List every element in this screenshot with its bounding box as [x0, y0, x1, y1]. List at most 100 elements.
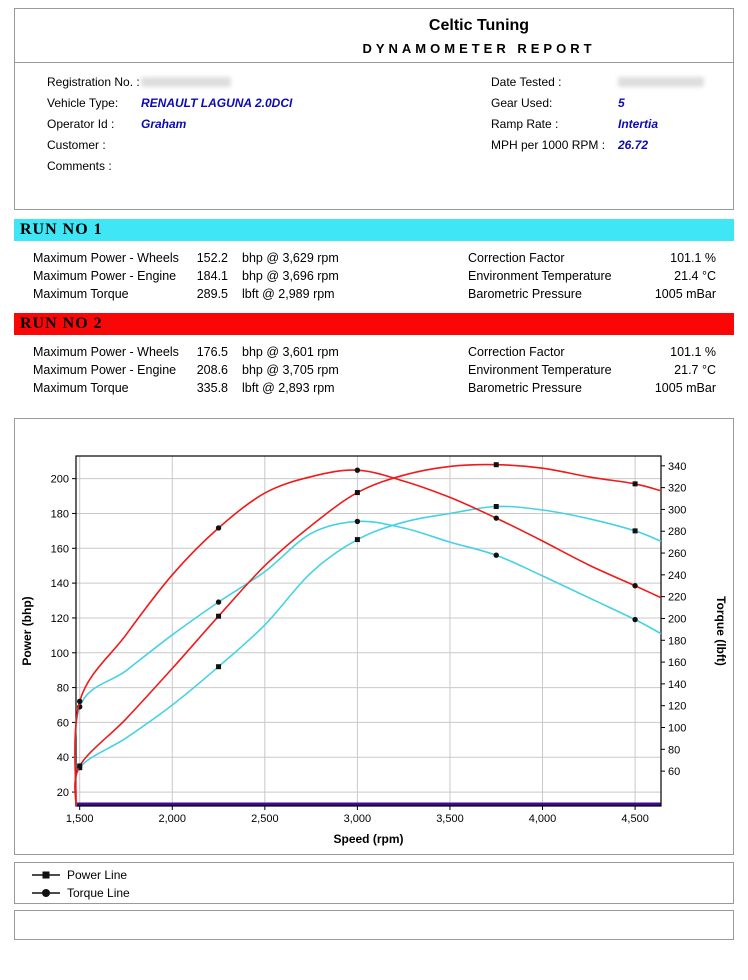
vehicle-type-value: RENAULT LAGUNA 2.0DCI [141, 96, 293, 110]
legend-label-torque: Torque Line [67, 886, 130, 900]
svg-text:Speed (rpm): Speed (rpm) [333, 832, 403, 846]
stat-label: Maximum Power - Engine [33, 363, 177, 377]
redacted-value-blur [141, 77, 231, 87]
torque-line-marker-icon [32, 889, 60, 897]
report-info-box: Celtic Tuning DYNAMOMETER REPORT Registr… [14, 8, 734, 210]
info-row: Registration No. : Date Tested : [15, 74, 733, 90]
stat-row: Maximum Power - Engine 184.1 bhp @ 3,696… [14, 267, 734, 285]
vehicle-type-label: Vehicle Type: [47, 96, 119, 110]
date-tested-label: Date Tested : [491, 75, 562, 89]
svg-text:340: 340 [668, 461, 686, 473]
svg-text:120: 120 [51, 613, 69, 625]
svg-text:40: 40 [57, 752, 69, 764]
svg-text:240: 240 [668, 570, 686, 582]
svg-text:4,500: 4,500 [621, 813, 649, 825]
stat-unit: lbft @ 2,989 rpm [242, 287, 335, 301]
report-header: Celtic Tuning DYNAMOMETER REPORT [15, 9, 733, 63]
stat-value: 176.5 [196, 345, 228, 359]
stat-value2: 21.7 °C [674, 363, 716, 377]
power-line-marker-icon [32, 871, 60, 879]
stat-label2: Correction Factor [468, 251, 565, 265]
report-title: DYNAMOMETER REPORT [362, 41, 596, 56]
ramp-rate-label: Ramp Rate : [491, 117, 559, 131]
run2-title: RUN NO 2 [20, 315, 103, 332]
svg-text:200: 200 [51, 474, 69, 486]
svg-text:300: 300 [668, 504, 686, 516]
stat-label: Maximum Power - Wheels [33, 345, 179, 359]
info-row: Operator Id : Graham Ramp Rate : Interti… [15, 116, 733, 132]
svg-text:200: 200 [668, 613, 686, 625]
svg-text:140: 140 [51, 578, 69, 590]
mph-per-1000rpm-label: MPH per 1000 RPM : [491, 138, 606, 152]
stat-label2: Correction Factor [468, 345, 565, 359]
stat-value: 335.8 [196, 381, 228, 395]
stat-label: Maximum Power - Wheels [33, 251, 179, 265]
svg-text:2,000: 2,000 [159, 813, 187, 825]
svg-text:4,000: 4,000 [529, 813, 557, 825]
stat-unit: bhp @ 3,696 rpm [242, 269, 339, 283]
svg-text:140: 140 [668, 679, 686, 691]
svg-text:2,500: 2,500 [251, 813, 279, 825]
stat-row: Maximum Torque 289.5 lbft @ 2,989 rpm Ba… [14, 285, 734, 303]
gear-used-label: Gear Used: [491, 96, 553, 110]
stat-unit: lbft @ 2,893 rpm [242, 381, 335, 395]
stat-label2: Barometric Pressure [468, 381, 582, 395]
svg-text:260: 260 [668, 548, 686, 560]
comments-label: Comments : [47, 159, 112, 173]
stat-row: Maximum Power - Engine 208.6 bhp @ 3,705… [14, 361, 734, 379]
redacted-value-blur [618, 77, 704, 87]
svg-text:180: 180 [668, 635, 686, 647]
stat-value2: 101.1 % [670, 345, 716, 359]
legend-label-power: Power Line [67, 868, 128, 882]
stat-label2: Barometric Pressure [468, 287, 582, 301]
brand-title: Celtic Tuning [428, 17, 530, 34]
customer-label: Customer : [47, 138, 106, 152]
svg-text:Power (bhp): Power (bhp) [20, 596, 34, 665]
legend-row-power: Power Line [15, 866, 733, 884]
svg-text:80: 80 [57, 683, 69, 695]
stat-label2: Environment Temperature [468, 269, 612, 283]
svg-text:220: 220 [668, 592, 686, 604]
gear-used-value: 5 [618, 96, 625, 110]
svg-text:80: 80 [668, 744, 680, 756]
stat-row: Maximum Torque 335.8 lbft @ 2,893 rpm Ba… [14, 379, 734, 397]
svg-text:100: 100 [668, 722, 686, 734]
stat-label: Maximum Torque [33, 287, 129, 301]
svg-text:100: 100 [51, 648, 69, 660]
legend-row-torque: Torque Line [15, 884, 733, 902]
stat-unit: bhp @ 3,629 rpm [242, 251, 339, 265]
svg-text:1,500: 1,500 [66, 813, 94, 825]
svg-text:20: 20 [57, 787, 69, 799]
info-row: Vehicle Type: RENAULT LAGUNA 2.0DCI Gear… [15, 95, 733, 111]
run1-banner: RUN NO 1 [14, 219, 734, 241]
svg-text:120: 120 [668, 701, 686, 713]
stat-unit: bhp @ 3,705 rpm [242, 363, 339, 377]
operator-id-value: Graham [141, 117, 187, 131]
stat-value: 184.1 [196, 269, 228, 283]
svg-text:320: 320 [668, 483, 686, 495]
stat-value: 289.5 [196, 287, 228, 301]
stat-value2: 101.1 % [670, 251, 716, 265]
svg-text:3,000: 3,000 [344, 813, 372, 825]
stat-value2: 21.4 °C [674, 269, 716, 283]
chart-legend: Power Line Torque Line [14, 862, 734, 904]
mph-per-1000rpm-value: 26.72 [618, 138, 649, 152]
operator-id-label: Operator Id : [47, 117, 115, 131]
svg-text:160: 160 [668, 657, 686, 669]
svg-text:60: 60 [57, 717, 69, 729]
run1-stats: Maximum Power - Wheels 152.2 bhp @ 3,629… [14, 249, 734, 305]
stat-value: 208.6 [196, 363, 228, 377]
stat-value2: 1005 mBar [654, 287, 716, 301]
dyno-chart-svg: 1,500 2,000 2,500 3,000 3,500 4,000 4,500 20 40 6… [20, 455, 728, 846]
stat-value2: 1005 mBar [654, 381, 716, 395]
ramp-rate-value: Intertia [618, 117, 659, 131]
svg-text:280: 280 [668, 526, 686, 538]
stat-row: Maximum Power - Wheels 152.2 bhp @ 3,629… [14, 249, 734, 267]
run2-banner: RUN NO 2 [14, 313, 734, 335]
svg-text:3,500: 3,500 [436, 813, 464, 825]
svg-text:180: 180 [51, 508, 69, 520]
stat-unit: bhp @ 3,601 rpm [242, 345, 339, 359]
stat-label2: Environment Temperature [468, 363, 612, 377]
stat-row: Maximum Power - Wheels 176.5 bhp @ 3,601… [14, 343, 734, 361]
registration-label: Registration No. : [47, 75, 140, 89]
